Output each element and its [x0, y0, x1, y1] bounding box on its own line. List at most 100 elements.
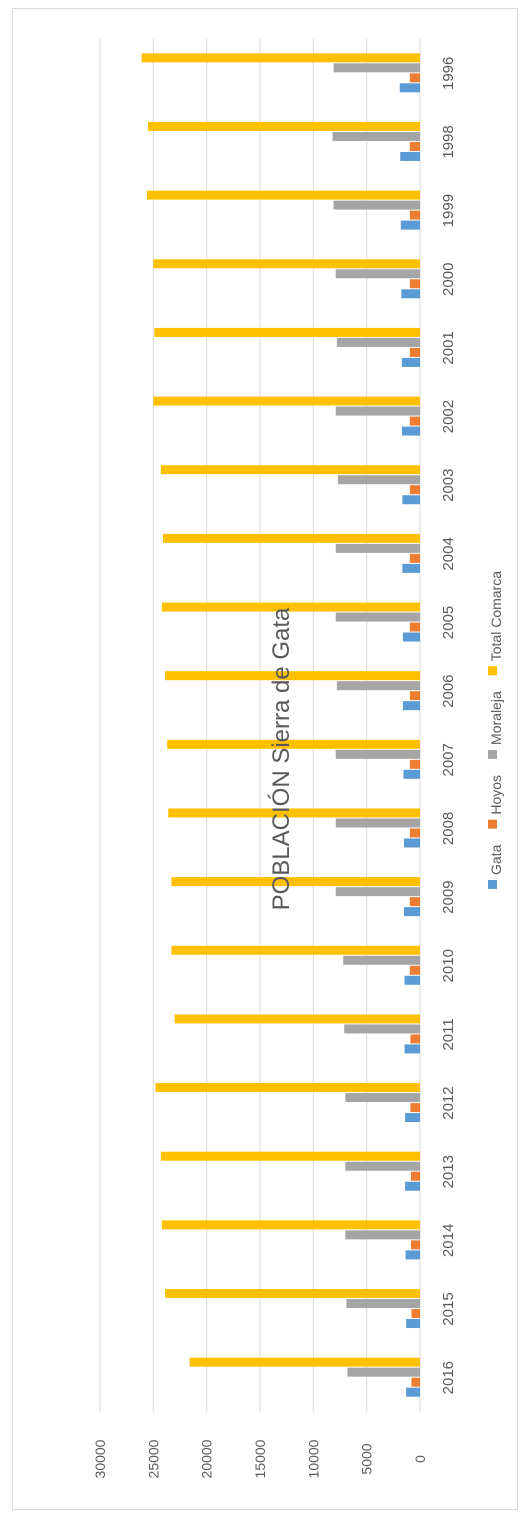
bar [347, 1367, 420, 1377]
bar [162, 533, 420, 543]
category-label: 2004 [440, 537, 457, 570]
bar [410, 1240, 420, 1250]
category-label: 1999 [440, 194, 457, 227]
legend-label: Total Comarca [488, 571, 504, 661]
bar [344, 1024, 420, 1034]
bar [409, 485, 420, 495]
bar [410, 1171, 420, 1181]
bar [401, 426, 420, 436]
value-tick-label: 5000 [359, 1443, 375, 1474]
bars [141, 53, 421, 1397]
bar [409, 965, 420, 975]
legend-swatch [488, 666, 497, 676]
bar [160, 465, 421, 475]
bar [335, 887, 420, 897]
legend: Gata Hoyos Moraleja Total Comarca [488, 571, 504, 889]
bar [153, 259, 421, 269]
bar [335, 612, 420, 622]
bar [404, 907, 420, 917]
bar [141, 53, 420, 63]
category-label: 2015 [440, 1292, 457, 1325]
category-label: 2003 [440, 469, 457, 502]
bar [165, 671, 420, 681]
value-tick-label: 25000 [145, 1439, 161, 1478]
category-label: 2007 [440, 743, 457, 776]
bar [404, 1044, 420, 1054]
bar [155, 1083, 420, 1093]
bar [154, 327, 420, 337]
bar [404, 975, 420, 985]
bar [403, 769, 420, 779]
bar [409, 828, 420, 838]
bar [401, 289, 420, 299]
bar [409, 622, 420, 632]
category-label: 2016 [440, 1361, 457, 1394]
bar [153, 396, 421, 406]
bar [345, 1161, 420, 1171]
bar [409, 73, 420, 83]
category-label: 1996 [440, 57, 457, 90]
bar [402, 563, 420, 573]
category-label: 2014 [440, 1224, 457, 1257]
bar [409, 416, 420, 426]
bar [411, 1377, 420, 1387]
bar [409, 279, 420, 289]
bar [336, 681, 420, 691]
bar [410, 1103, 420, 1113]
legend-swatch [488, 819, 497, 829]
bar [399, 83, 420, 93]
bar [409, 553, 420, 563]
bar [409, 210, 420, 220]
bar [404, 838, 420, 848]
value-tick-labels: 0 5000 10000 15000 20000 25000 30000 [92, 1439, 428, 1478]
bar [345, 1230, 420, 1240]
bar [161, 602, 420, 612]
bar [411, 1309, 420, 1319]
category-label: 2012 [440, 1086, 457, 1119]
bar [400, 220, 420, 230]
bar [333, 200, 420, 210]
bar [160, 1151, 421, 1161]
bar [402, 701, 420, 711]
bar [165, 1289, 420, 1299]
gridlines [99, 39, 421, 1412]
chart-frame: 0 5000 10000 15000 20000 25000 30000 1996 1998 1… [12, 8, 518, 1510]
bar [171, 945, 420, 955]
value-tick-label: 0 [412, 1455, 428, 1463]
bar [345, 1093, 420, 1103]
category-label: 2011 [440, 1018, 457, 1050]
bar [346, 1299, 420, 1309]
bar [335, 749, 420, 759]
bar [336, 337, 420, 347]
legend-swatch [488, 880, 497, 889]
bar [406, 1319, 420, 1329]
bar [409, 691, 420, 701]
bar [343, 955, 420, 965]
category-labels: 1996 1998 1999 2000 2001 2002 2003 2004 2005 2006… [440, 57, 457, 1395]
bar [409, 897, 420, 907]
bar [402, 632, 420, 642]
bar [189, 1357, 420, 1367]
value-tick-label: 10000 [305, 1439, 321, 1478]
bar [405, 1250, 420, 1260]
bar [400, 151, 420, 161]
bar [167, 739, 420, 749]
category-label: 1998 [440, 125, 457, 158]
value-tick-label: 30000 [92, 1439, 108, 1478]
category-label: 2008 [440, 812, 457, 845]
bar [409, 759, 420, 769]
bar [148, 121, 420, 131]
value-tick-label: 20000 [199, 1439, 215, 1478]
bar [335, 269, 420, 279]
bar [409, 141, 420, 151]
bar [333, 63, 420, 73]
bar [335, 543, 420, 553]
bar [405, 1181, 420, 1191]
category-label: 2006 [440, 674, 457, 707]
category-label: 2013 [440, 1155, 457, 1188]
bar [146, 190, 420, 200]
bar [332, 131, 420, 141]
bar [335, 818, 420, 828]
bar [402, 495, 420, 505]
